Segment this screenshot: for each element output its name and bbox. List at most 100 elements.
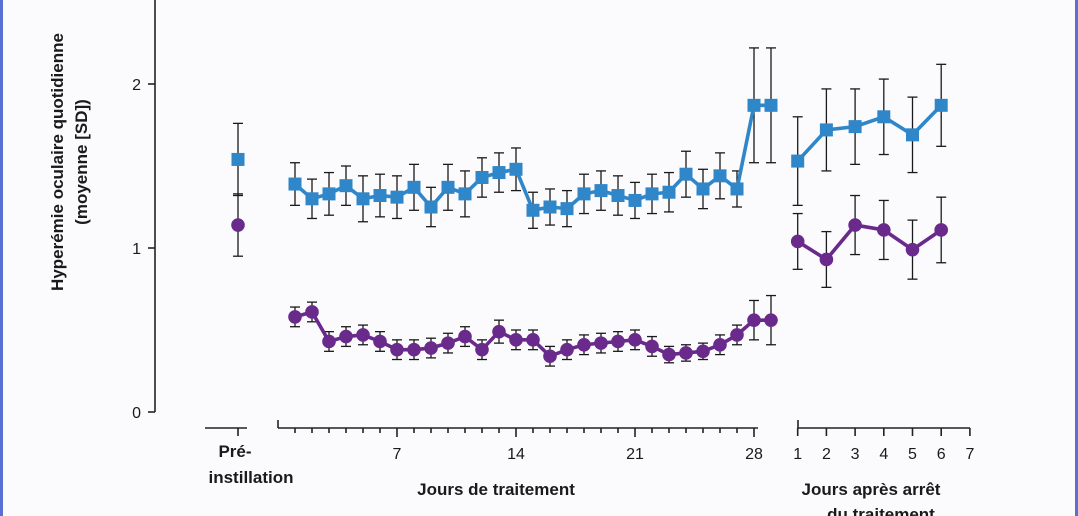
y-axis-title: Hyperémie oculaire quotidienne [48, 33, 67, 291]
square-marker [747, 98, 761, 112]
square-marker [594, 184, 608, 198]
square-marker [492, 166, 506, 180]
circle-marker [594, 336, 608, 350]
circle-marker [458, 329, 472, 344]
x-tick-label-treatment: 28 [745, 446, 763, 463]
circle-marker [356, 328, 370, 342]
y-tick-label: 1 [132, 241, 141, 258]
circle-marker [407, 342, 421, 357]
square-marker [356, 192, 370, 206]
chart-svg: 0 1 2 Hyperémie oculaire quotidienne (moyenn… [48, 0, 974, 516]
y-tick-label: 2 [132, 77, 141, 94]
x-tick-label-after: 2 [822, 446, 831, 463]
x-tick-label-after: 3 [851, 446, 860, 463]
square-marker [424, 200, 438, 214]
pre-label-line2: instillation [209, 468, 294, 487]
square-marker [819, 123, 833, 137]
circle-marker [696, 344, 710, 359]
circle-marker [905, 242, 920, 257]
circle-marker [730, 328, 744, 342]
square-marker [231, 152, 245, 166]
square-marker [305, 192, 319, 206]
circle-marker [509, 333, 523, 347]
square-marker [848, 120, 862, 134]
x-tick-label-after: 1 [793, 446, 802, 463]
circle-marker [790, 234, 805, 249]
square-marker [713, 169, 727, 183]
circle-marker [645, 339, 659, 354]
circle-marker [747, 313, 761, 327]
circle-marker [934, 223, 948, 237]
error-bars [233, 47, 947, 367]
pre-label-line1: Pré- [218, 442, 251, 461]
circle-marker [662, 347, 676, 362]
square-marker [764, 98, 778, 112]
circle-marker [424, 341, 438, 355]
square-marker [934, 98, 948, 112]
circle-marker [848, 218, 862, 232]
circle-marker [322, 334, 336, 349]
chart-frame: 0 1 2 Hyperémie oculaire quotidienne (moyenn… [3, 0, 1075, 516]
x-tick-label-treatment: 7 [393, 446, 402, 463]
circle-marker [679, 346, 693, 360]
x-tick-label-treatment: 21 [626, 446, 644, 463]
series-line-after [796, 104, 943, 163]
circle-marker [560, 342, 574, 357]
treatment-axis-title: Jours de traitement [417, 480, 575, 499]
square-marker [509, 162, 523, 176]
square-marker [679, 167, 693, 181]
square-marker [390, 190, 404, 204]
x-tick-label-treatment: 14 [507, 446, 525, 463]
square-marker [577, 187, 591, 201]
square-marker [339, 179, 353, 193]
square-marker [628, 193, 642, 207]
square-marker [662, 185, 676, 199]
square-marker [877, 110, 891, 124]
circle-marker [611, 334, 625, 349]
square-marker [373, 189, 387, 203]
circle-marker [877, 223, 891, 237]
circle-marker [441, 336, 455, 350]
after-axis-title-line2: du traitement [827, 505, 935, 516]
circle-marker [628, 333, 642, 347]
chart-labels: 0 1 2 Hyperémie oculaire quotidienne (moyenn… [48, 33, 974, 516]
square-marker [288, 177, 302, 191]
circle-marker [526, 333, 540, 347]
circle-marker [305, 305, 319, 319]
circle-marker [231, 218, 245, 232]
circle-marker [492, 324, 506, 339]
square-marker [696, 182, 710, 196]
circle-marker [819, 252, 834, 267]
square-marker [560, 202, 574, 216]
series-markers [231, 98, 948, 364]
square-marker [906, 128, 919, 142]
chart-axes [148, 0, 971, 437]
y-axis-title-line2: (moyenne [SD]) [72, 99, 91, 225]
circle-marker [543, 349, 557, 364]
square-marker [475, 170, 489, 184]
square-marker [407, 180, 421, 194]
square-marker [441, 180, 455, 194]
square-marker [322, 187, 336, 201]
y-tick-label: 0 [132, 405, 141, 422]
square-marker [543, 200, 557, 214]
square-marker [645, 187, 659, 201]
circle-marker [713, 337, 727, 352]
series-lines [293, 103, 943, 359]
circle-marker [764, 313, 778, 327]
circle-marker [577, 337, 591, 352]
x-tick-label-after: 6 [937, 446, 946, 463]
x-tick-label-after: 4 [879, 446, 888, 463]
x-tick-label-after: 5 [908, 446, 917, 463]
square-marker [458, 187, 472, 201]
circle-marker [390, 342, 404, 357]
square-marker [791, 154, 805, 168]
square-marker [611, 189, 625, 203]
circle-marker [339, 329, 353, 344]
circle-marker [475, 342, 489, 357]
after-axis-title-line1: Jours après arrêt [802, 480, 941, 499]
square-marker [730, 182, 744, 196]
circle-marker [288, 310, 302, 324]
square-marker [526, 203, 540, 217]
circle-marker [373, 334, 387, 349]
